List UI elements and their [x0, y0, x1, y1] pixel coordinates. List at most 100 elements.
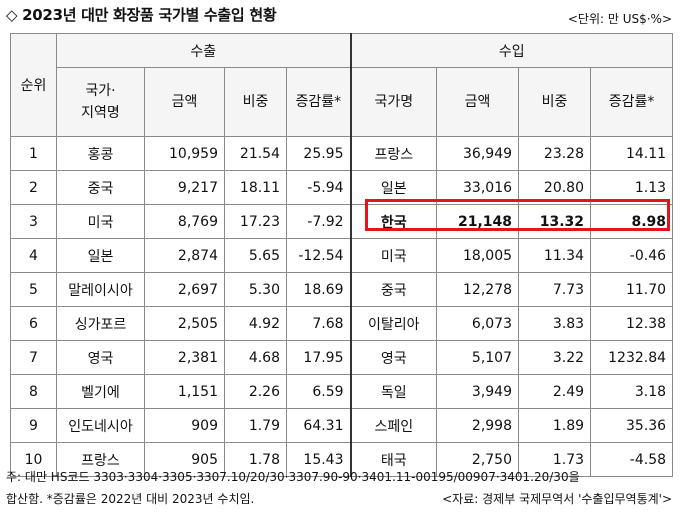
import-share-cell: 1.89 — [518, 408, 592, 443]
export-country-cell: 인도네시아 — [56, 408, 145, 443]
export-amount-cell: 10,959 — [144, 136, 225, 171]
import-amount-header: 금액 — [436, 67, 520, 137]
import-amount-cell: 6,073 — [436, 306, 520, 341]
table-row: 1 홍콩 10,959 21.54 25.95 프랑스 36,949 23.28 14.11 — [10, 136, 674, 171]
table-row: 10 프랑스 905 1.78 15.43 태국 2,750 1.73 -4.58 — [10, 442, 674, 477]
import-share-cell: 20.80 — [518, 170, 592, 205]
import-amount-cell: 2,750 — [436, 442, 520, 477]
import-amount-cell: 33,016 — [436, 170, 520, 205]
export-growth-header: 증감률* — [285, 67, 352, 137]
rank-cell: 1 — [10, 136, 57, 171]
import-growth-cell: -4.58 — [590, 442, 674, 477]
export-country-header: 국가· 지역명 — [56, 67, 145, 137]
export-share-cell: 5.65 — [224, 238, 287, 273]
export-share-cell: 4.68 — [224, 340, 287, 375]
page-title: ◇ 2023년 대만 화장품 국가별 수출입 현황 — [6, 6, 277, 24]
export-growth-cell: 6.59 — [285, 374, 352, 409]
export-amount-cell: 2,505 — [144, 306, 225, 341]
import-growth-cell: 1.13 — [590, 170, 674, 205]
export-share-cell: 5.30 — [224, 272, 287, 307]
export-country-cell: 프랑스 — [56, 442, 145, 477]
table-row: 5 말레이시아 2,697 5.30 18.69 중국 12,278 7.73 11.70 — [10, 272, 674, 307]
rank-cell: 2 — [10, 170, 57, 205]
export-share-header: 비중 — [224, 67, 287, 137]
export-country-cell: 미국 — [56, 204, 145, 239]
import-country-cell: 독일 — [349, 374, 438, 409]
import-amount-cell: 2,998 — [436, 408, 520, 443]
export-amount-cell: 1,151 — [144, 374, 225, 409]
footnote-line-2: 합산함. *증감률은 2022년 대비 2023년 수치임. — [6, 492, 255, 506]
export-growth-cell: -12.54 — [285, 238, 352, 273]
import-growth-cell: 8.98 — [590, 204, 674, 239]
import-share-header: 비중 — [518, 67, 592, 137]
export-country-cell: 벨기에 — [56, 374, 145, 409]
import-growth-cell: 1232.84 — [590, 340, 674, 375]
import-country-cell: 영국 — [349, 340, 438, 375]
import-header: 수입 — [349, 33, 674, 68]
export-share-cell: 1.79 — [224, 408, 287, 443]
rank-cell: 10 — [10, 442, 57, 477]
import-amount-cell: 12,278 — [436, 272, 520, 307]
import-country-cell: 이탈리아 — [349, 306, 438, 341]
rank-cell: 6 — [10, 306, 57, 341]
rank-header: 순위 — [10, 33, 57, 137]
export-amount-cell: 2,874 — [144, 238, 225, 273]
export-amount-header: 금액 — [144, 67, 225, 137]
export-country-cell: 싱가포르 — [56, 306, 145, 341]
import-growth-cell: -0.46 — [590, 238, 674, 273]
import-country-cell: 스페인 — [349, 408, 438, 443]
export-share-cell: 18.11 — [224, 170, 287, 205]
table-row: 6 싱가포르 2,505 4.92 7.68 이탈리아 6,073 3.83 12.38 — [10, 306, 674, 341]
rank-cell: 8 — [10, 374, 57, 409]
table-row: 4 일본 2,874 5.65 -12.54 미국 18,005 11.34 -0.46 — [10, 238, 674, 273]
import-growth-cell: 12.38 — [590, 306, 674, 341]
import-growth-header: 증감률* — [590, 67, 674, 137]
import-amount-cell: 18,005 — [436, 238, 520, 273]
export-amount-cell: 9,217 — [144, 170, 225, 205]
export-amount-cell: 2,697 — [144, 272, 225, 307]
import-country-cell: 중국 — [349, 272, 438, 307]
import-share-cell: 11.34 — [518, 238, 592, 273]
rank-cell: 5 — [10, 272, 57, 307]
export-amount-cell: 8,769 — [144, 204, 225, 239]
import-share-cell: 13.32 — [518, 204, 592, 239]
export-growth-cell: 64.31 — [285, 408, 352, 443]
import-growth-cell: 11.70 — [590, 272, 674, 307]
export-growth-cell: 18.69 — [285, 272, 352, 307]
footnote-line-1: 주: 대만 HS코드 3303·3304·3305·3307.10/20/30·… — [6, 470, 580, 484]
export-growth-cell: -7.92 — [285, 204, 352, 239]
rank-cell: 7 — [10, 340, 57, 375]
export-share-cell: 1.78 — [224, 442, 287, 477]
export-amount-cell: 2,381 — [144, 340, 225, 375]
import-share-cell: 23.28 — [518, 136, 592, 171]
import-share-cell: 7.73 — [518, 272, 592, 307]
import-amount-cell: 21,148 — [436, 204, 520, 239]
import-country-cell: 프랑스 — [349, 136, 438, 171]
export-share-cell: 2.26 — [224, 374, 287, 409]
export-country-cell: 영국 — [56, 340, 145, 375]
export-country-cell: 일본 — [56, 238, 145, 273]
unit-label: <단위: 만 US$·%> — [567, 12, 672, 26]
export-growth-cell: 17.95 — [285, 340, 352, 375]
import-share-cell: 1.73 — [518, 442, 592, 477]
import-growth-cell: 3.18 — [590, 374, 674, 409]
import-amount-cell: 3,949 — [436, 374, 520, 409]
export-country-cell: 중국 — [56, 170, 145, 205]
import-amount-cell: 5,107 — [436, 340, 520, 375]
source-note: <자료: 경제부 국제무역서 '수출입무역통계'> — [442, 492, 672, 506]
export-country-cell: 홍콩 — [56, 136, 145, 171]
export-share-cell: 4.92 — [224, 306, 287, 341]
trade-table: 순위 수출 수입 국가· 지역명 금액 비중 증감률* 국가명 금액 비중 증감… — [10, 33, 674, 477]
table-row: 8 벨기에 1,151 2.26 6.59 독일 3,949 2.49 3.18 — [10, 374, 674, 409]
import-country-cell: 한국 — [349, 204, 438, 239]
import-share-cell: 3.83 — [518, 306, 592, 341]
import-country-cell: 일본 — [349, 170, 438, 205]
table-row: 3 미국 8,769 17.23 -7.92 한국 21,148 13.32 8.98 — [10, 204, 674, 239]
export-growth-cell: 25.95 — [285, 136, 352, 171]
export-amount-cell: 909 — [144, 408, 225, 443]
rank-cell: 9 — [10, 408, 57, 443]
export-header: 수출 — [55, 33, 352, 68]
export-growth-cell: 7.68 — [285, 306, 352, 341]
rank-cell: 3 — [10, 204, 57, 239]
table-row: 9 인도네시아 909 1.79 64.31 스페인 2,998 1.89 35.36 — [10, 408, 674, 443]
